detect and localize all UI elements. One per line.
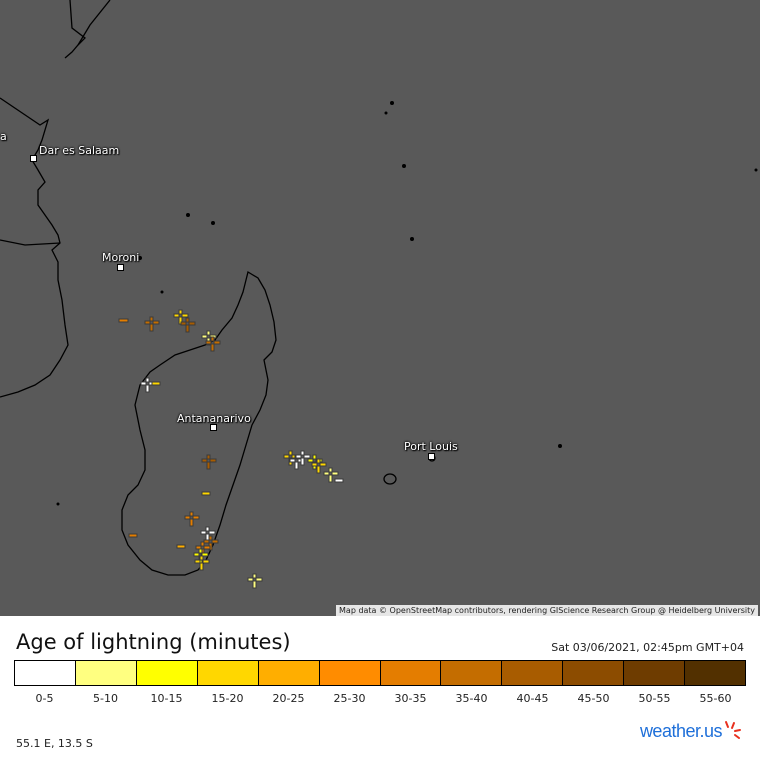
legend-swatch bbox=[136, 661, 198, 685]
city-label-antananarivo: Antananarivo bbox=[177, 412, 251, 425]
city-label-moroni: Moroni bbox=[102, 251, 140, 264]
lightning-strike-icon bbox=[203, 535, 219, 551]
legend-swatch bbox=[441, 661, 503, 685]
legend-swatch bbox=[380, 661, 442, 685]
lightning-strike-icon bbox=[118, 318, 129, 323]
legend-swatch bbox=[685, 661, 746, 685]
island-shape bbox=[390, 101, 394, 105]
lightning-strike-icon bbox=[295, 450, 311, 466]
city-marker bbox=[210, 424, 217, 431]
city-label-dar-es-salaam: Dar es Salaam bbox=[39, 144, 120, 157]
legend-label: 55-60 bbox=[699, 692, 732, 705]
border-line bbox=[0, 239, 61, 246]
lightning-strike-icon bbox=[194, 555, 210, 571]
island-shape bbox=[383, 473, 397, 485]
lightning-strike-icon bbox=[176, 544, 186, 549]
legend-label: 0-5 bbox=[35, 692, 54, 705]
africa-coastline bbox=[0, 97, 69, 398]
island-shape bbox=[186, 213, 190, 217]
legend-swatch bbox=[502, 661, 564, 685]
island-shape bbox=[211, 221, 215, 225]
map-canvas bbox=[0, 0, 758, 589]
island-shape bbox=[56, 502, 60, 506]
cursor-coordinates: 55.1 E, 13.5 S bbox=[16, 737, 93, 750]
lightning-strike-icon bbox=[205, 336, 221, 352]
legend-color-bar bbox=[14, 660, 746, 686]
logo-text: weather.us bbox=[639, 720, 723, 741]
lightning-strike-icon bbox=[247, 573, 263, 589]
legend-label: 5-10 bbox=[93, 692, 118, 705]
city-marker bbox=[30, 155, 37, 162]
map-attribution[interactable]: Map data © OpenStreetMap contributors, r… bbox=[336, 605, 758, 616]
legend-swatch bbox=[15, 661, 76, 685]
legend-title: Age of lightning (minutes) bbox=[16, 630, 291, 654]
island-shape bbox=[402, 164, 406, 168]
weather-us-logo[interactable]: weather.us bbox=[640, 720, 742, 742]
edge-city-label: a bbox=[0, 130, 7, 143]
lightning-strike-icon bbox=[201, 491, 211, 496]
legend-swatch bbox=[75, 661, 137, 685]
legend-swatch bbox=[319, 661, 381, 685]
legend-label: 15-20 bbox=[211, 692, 244, 705]
legend-labels: 0-5 5-10 10-15 15-20 20-25 25-30 30-35 35-40 40-… bbox=[14, 692, 746, 705]
lightning-strike-icon bbox=[201, 454, 217, 470]
legend-label: 45-50 bbox=[577, 692, 610, 705]
legend-label: 35-40 bbox=[455, 692, 488, 705]
legend-label: 20-25 bbox=[272, 692, 305, 705]
lightning-strike-icon bbox=[180, 317, 196, 333]
lightning-strike-icon bbox=[200, 526, 216, 542]
city-marker bbox=[117, 264, 124, 271]
island-shape bbox=[410, 237, 414, 241]
lightning-strike-icon bbox=[311, 458, 327, 474]
legend-label: 30-35 bbox=[394, 692, 427, 705]
legend-label: 25-30 bbox=[333, 692, 366, 705]
legend-swatch bbox=[563, 661, 625, 685]
island-shape bbox=[558, 444, 562, 448]
city-label-port-louis: Port Louis bbox=[404, 440, 458, 453]
island-shape bbox=[754, 168, 758, 172]
lightning-strike-icon bbox=[184, 511, 200, 527]
border-line bbox=[64, 0, 86, 59]
sun-icon bbox=[725, 721, 741, 739]
legend-label: 50-55 bbox=[638, 692, 671, 705]
legend-swatch bbox=[197, 661, 259, 685]
border-line bbox=[77, 0, 111, 46]
island-shape bbox=[160, 290, 164, 294]
madagascar-coastline bbox=[121, 270, 277, 576]
city-marker bbox=[428, 453, 435, 460]
legend-label: 10-15 bbox=[150, 692, 183, 705]
lightning-strike-icon bbox=[144, 316, 160, 332]
lightning-strike-icon bbox=[128, 533, 138, 538]
lightning-map[interactable]: Dar es Salaam Moroni Antananarivo Port L… bbox=[0, 0, 760, 616]
lightning-strike-icon bbox=[151, 381, 161, 386]
island-shape bbox=[384, 111, 388, 115]
lightning-strike-icon bbox=[323, 467, 339, 483]
legend-swatch bbox=[258, 661, 320, 685]
legend-label: 40-45 bbox=[516, 692, 549, 705]
timestamp: Sat 03/06/2021, 02:45pm GMT+04 bbox=[551, 641, 744, 654]
lightning-strike-icon bbox=[334, 478, 344, 483]
legend-swatch bbox=[624, 661, 686, 685]
island-shape bbox=[138, 256, 142, 260]
